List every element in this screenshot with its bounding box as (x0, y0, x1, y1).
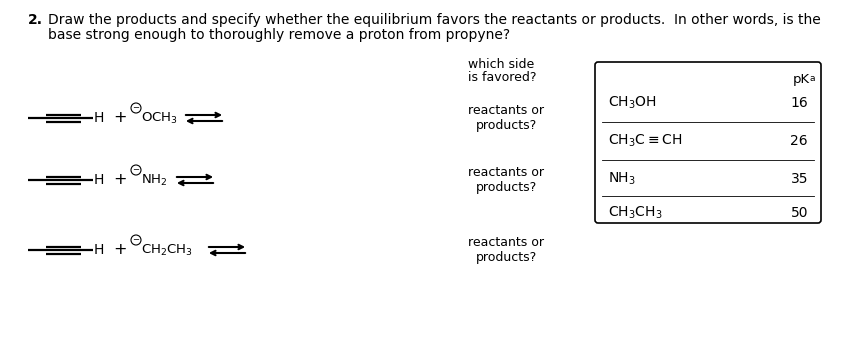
Text: products?: products? (476, 120, 537, 132)
Text: reactants or: reactants or (468, 236, 544, 248)
Text: H: H (94, 111, 105, 125)
Text: CH$_3$CH$_3$: CH$_3$CH$_3$ (608, 205, 662, 221)
Text: 26: 26 (791, 134, 808, 148)
Text: 35: 35 (791, 172, 808, 186)
Text: OCH$_3$: OCH$_3$ (141, 111, 178, 125)
Text: reactants or: reactants or (468, 103, 544, 117)
Text: 50: 50 (791, 206, 808, 220)
Text: NH$_3$: NH$_3$ (608, 171, 636, 187)
Text: −: − (133, 166, 140, 174)
Text: a: a (810, 74, 815, 83)
Text: Draw the products and specify whether the equilibrium favors the reactants or pr: Draw the products and specify whether th… (48, 13, 820, 27)
Text: +: + (113, 111, 127, 125)
Text: is favored?: is favored? (468, 71, 536, 84)
Text: 2.: 2. (28, 13, 43, 27)
Text: CH$_3$OH: CH$_3$OH (608, 95, 657, 111)
Text: −: − (133, 103, 140, 113)
Text: H: H (94, 243, 105, 257)
Text: H: H (94, 173, 105, 187)
Text: +: + (113, 242, 127, 258)
Text: CH$_3$C$\equiv$CH: CH$_3$C$\equiv$CH (608, 133, 683, 149)
Text: −: − (133, 236, 140, 244)
Text: +: + (113, 172, 127, 188)
Text: 16: 16 (791, 96, 808, 110)
Text: reactants or: reactants or (468, 166, 544, 178)
Text: base strong enough to thoroughly remove a proton from propyne?: base strong enough to thoroughly remove … (48, 28, 510, 42)
Text: products?: products? (476, 182, 537, 194)
Text: products?: products? (476, 251, 537, 265)
Text: CH$_2$CH$_3$: CH$_2$CH$_3$ (141, 242, 193, 258)
Text: which side: which side (468, 58, 534, 71)
Text: pK: pK (793, 73, 810, 86)
FancyBboxPatch shape (595, 62, 821, 223)
Text: NH$_2$: NH$_2$ (141, 172, 168, 188)
